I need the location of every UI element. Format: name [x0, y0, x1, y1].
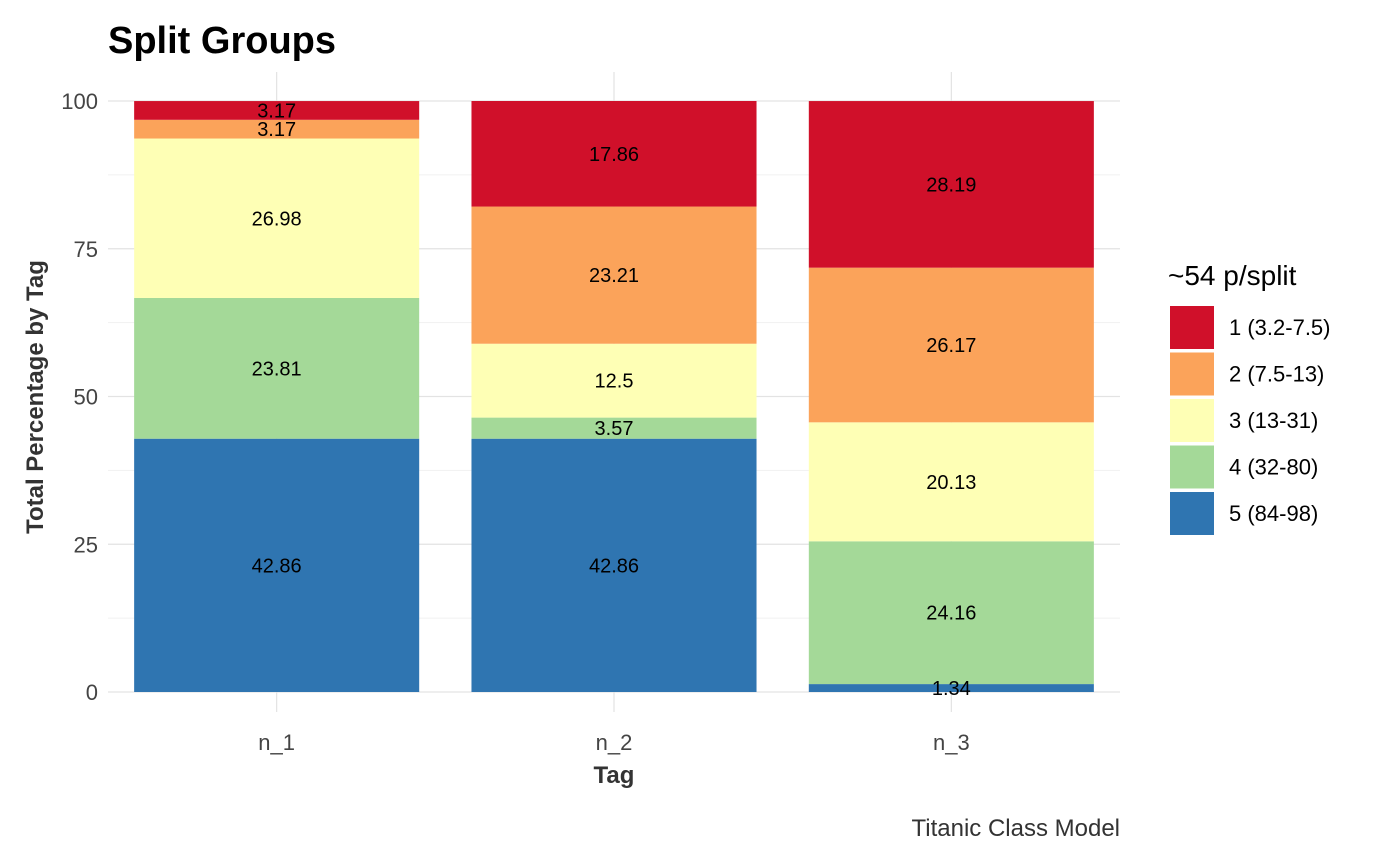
bar-value-label: 3.17	[257, 100, 296, 122]
bar-segment	[134, 138, 420, 298]
legend: ~54 p/split 1 (3.2-7.5) 2 (7.5-13) 3 (13-3…	[1168, 260, 1331, 535]
bar-value-label: 42.86	[252, 555, 302, 577]
bar-value-label: 23.21	[589, 265, 639, 287]
x-tick-label: n_3	[933, 730, 970, 755]
bar-value-label: 28.19	[926, 174, 976, 196]
y-tick-label: 50	[74, 385, 98, 410]
legend-label: 1 (3.2-7.5)	[1229, 315, 1331, 340]
legend-label: 5 (84-98)	[1229, 501, 1318, 526]
bar-segment	[808, 101, 1094, 268]
bar-segment	[134, 101, 420, 120]
y-tick-label: 75	[74, 237, 98, 262]
bar-value-label: 24.16	[926, 603, 976, 625]
y-tick-label: 25	[74, 532, 98, 557]
bar-segment	[808, 422, 1094, 542]
bar-value-label: 26.17	[926, 335, 976, 357]
x-axis-title: Tag	[594, 762, 635, 789]
bar-segment	[134, 438, 420, 692]
bars	[134, 101, 1094, 692]
legend-swatch	[1170, 399, 1214, 442]
bar-value-label: 1.34	[932, 678, 971, 700]
legend-swatch	[1170, 492, 1214, 535]
x-tick-label: n_2	[596, 730, 633, 755]
chart-title: Split Groups	[108, 20, 336, 62]
bar-value-label: 17.86	[589, 144, 639, 166]
bar-value-label: 26.98	[252, 208, 302, 230]
bar-segment	[471, 417, 757, 439]
legend-label: 4 (32-80)	[1229, 455, 1318, 480]
bar-segment	[808, 267, 1094, 423]
legend-swatch	[1170, 352, 1214, 396]
legend-swatch	[1170, 445, 1214, 489]
bar-value-label: 23.81	[252, 358, 302, 380]
bar-value-label: 12.5	[595, 371, 634, 393]
legend-title: ~54 p/split	[1168, 260, 1297, 291]
bar-labels: 42.86 23.81 26.98 3.173.17 42.86 3.57 12.5 23.2…	[252, 100, 977, 700]
legend-label: 3 (13-31)	[1229, 408, 1318, 433]
bar-segment	[134, 119, 420, 139]
legend-label: 2 (7.5-13)	[1229, 362, 1324, 387]
legend-swatch	[1170, 306, 1214, 349]
bar-segment	[471, 343, 757, 418]
y-axis-title: Total Percentage by Tag	[22, 260, 49, 534]
bar-segment	[808, 684, 1094, 692]
chart-caption: Titanic Class Model	[911, 815, 1120, 842]
bar-value-label: 3.17	[257, 119, 296, 141]
x-tick-label: n_1	[258, 730, 295, 755]
bar-value-label: 42.86	[589, 555, 639, 577]
x-axis-ticks: n_1 n_2 n_3	[258, 730, 969, 755]
legend-items: 1 (3.2-7.5) 2 (7.5-13) 3 (13-31) 4 (32-80) 5…	[1170, 306, 1331, 535]
bar-segment	[471, 101, 757, 207]
bar-segment	[471, 206, 757, 344]
bar-segment	[134, 297, 420, 439]
bar-segment	[808, 541, 1094, 685]
y-tick-label: 100	[61, 89, 98, 114]
bar-value-label: 3.57	[595, 418, 634, 440]
y-axis-ticks: 0 25 50 75 100	[61, 89, 98, 705]
bar-segment	[471, 438, 757, 692]
y-tick-label: 0	[86, 680, 98, 705]
bar-value-label: 20.13	[926, 472, 976, 494]
